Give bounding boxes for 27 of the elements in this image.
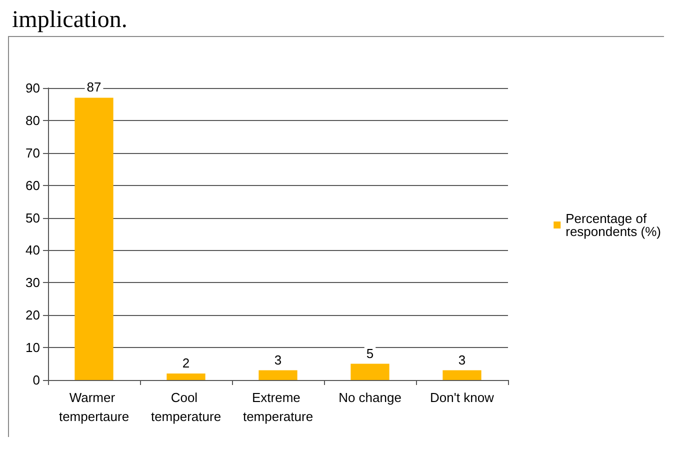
bar <box>166 374 206 380</box>
data-label: 5 <box>366 346 374 361</box>
x-tick-label: Warmer tempertaure <box>58 390 130 424</box>
y-tick-label: 60 <box>26 178 40 193</box>
x-tick-label: Don't know <box>430 390 495 405</box>
x-tick-label: Extreme temperature <box>242 390 314 424</box>
bar <box>442 370 482 380</box>
text: implication. <box>12 7 128 33</box>
data-label: 3 <box>274 352 282 368</box>
y-tick-label: 30 <box>26 275 40 290</box>
data-label: 2 <box>182 356 190 371</box>
y-tick-label: 80 <box>26 112 40 128</box>
x-tick-label: Cool temperature <box>150 390 222 424</box>
y-tick-label: 0 <box>32 372 40 388</box>
bar <box>350 364 390 380</box>
y-tick-label: 50 <box>26 210 40 226</box>
y-tick-label: 90 <box>26 80 40 96</box>
bar <box>74 98 114 380</box>
bar <box>258 370 298 380</box>
y-tick-label: 40 <box>26 242 40 258</box>
y-tick-label: 10 <box>26 340 40 356</box>
x-tick-label: No change <box>338 390 402 405</box>
y-tick-label: 70 <box>26 145 40 160</box>
y-tick-label: 20 <box>26 308 40 323</box>
data-label: 87 <box>86 80 102 95</box>
data-label: 3 <box>458 352 466 368</box>
legend-label: Percentage of respondents (%) <box>566 211 662 239</box>
